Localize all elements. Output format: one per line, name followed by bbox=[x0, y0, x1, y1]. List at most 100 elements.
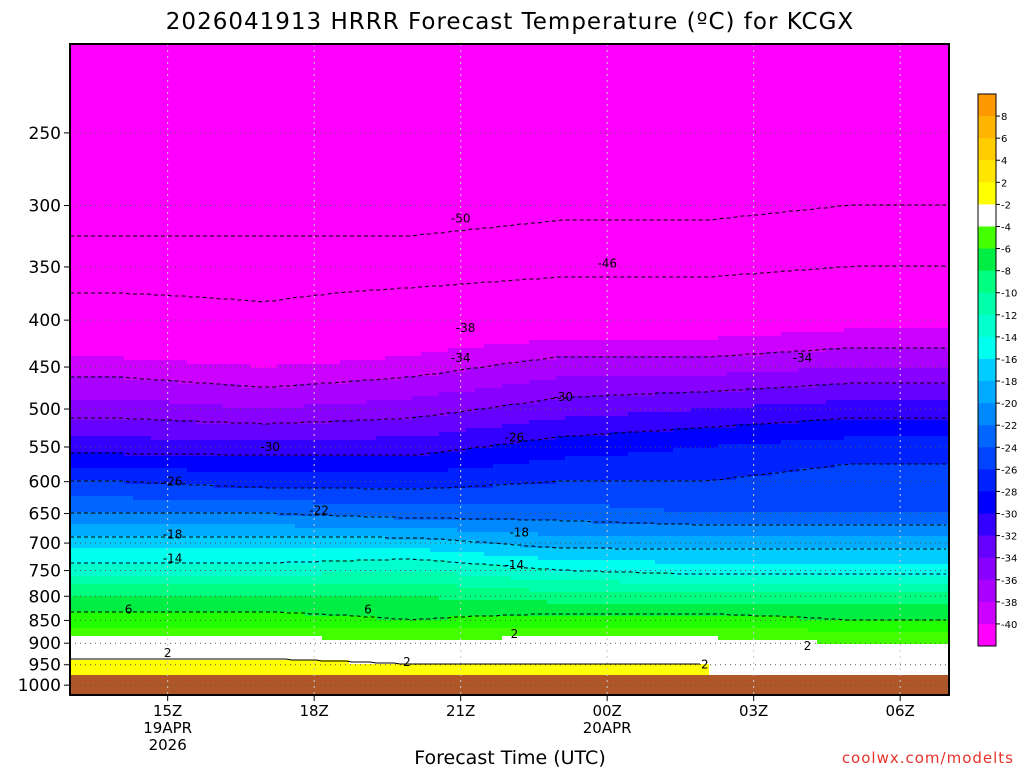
contour-label: 2 bbox=[164, 646, 172, 660]
y-tick-label: 500 bbox=[29, 400, 61, 420]
contour-label: -14 bbox=[163, 552, 183, 566]
contour-lines bbox=[70, 204, 946, 665]
colorbar-swatch bbox=[978, 623, 996, 647]
colorbar-label: -18 bbox=[1001, 377, 1017, 388]
x-tick-label: 18Z bbox=[299, 702, 328, 720]
x-tick-label: 00Z bbox=[592, 702, 621, 720]
colorbar-label: -16 bbox=[1001, 355, 1017, 366]
colorbar-label: -34 bbox=[1001, 554, 1017, 565]
colorbar-swatch bbox=[978, 314, 996, 338]
contour-label: -26 bbox=[163, 475, 183, 489]
contour-label: -46 bbox=[597, 257, 617, 271]
y-tick-label: 950 bbox=[29, 656, 61, 676]
y-tick-label: 600 bbox=[29, 473, 61, 493]
colorbar-label: -28 bbox=[1001, 487, 1017, 498]
contour-label: 6 bbox=[125, 602, 133, 616]
colorbar-swatch bbox=[978, 535, 996, 559]
plot-frame bbox=[69, 43, 950, 696]
contour-label: -50 bbox=[451, 212, 471, 226]
colorbar-label: -6 bbox=[1001, 245, 1011, 256]
x-axis-label: Forecast Time (UTC) bbox=[414, 747, 605, 768]
y-axis: 250 300 350 400 450 500 550 600 650 700 750 800 850 9… bbox=[18, 124, 70, 696]
colorbar-swatch bbox=[978, 116, 996, 139]
y-tick-label: 250 bbox=[29, 124, 61, 144]
contour-label: 2 bbox=[403, 655, 411, 669]
contour-label: 2 bbox=[701, 658, 709, 672]
colorbar-label: 2 bbox=[1001, 178, 1007, 189]
colorbar-label: -32 bbox=[1001, 532, 1017, 543]
x-tick-label: 03Z bbox=[739, 702, 768, 720]
colorbar-swatch bbox=[978, 513, 996, 537]
colorbar-swatch bbox=[978, 182, 996, 205]
colorbar-swatch bbox=[978, 292, 996, 316]
temperature-bands bbox=[70, 44, 949, 695]
colorbar-swatch bbox=[978, 248, 996, 272]
y-tick-label: 900 bbox=[29, 634, 61, 654]
colorbar-swatch bbox=[978, 226, 996, 250]
y-tick-label: 300 bbox=[29, 197, 61, 217]
x-tick-label: 15Z bbox=[153, 702, 182, 720]
x-tick-date: 20APR bbox=[583, 719, 632, 737]
isotherm-line bbox=[70, 611, 946, 621]
contour-label: -18 bbox=[163, 527, 183, 541]
colorbar-label: -12 bbox=[1001, 311, 1017, 322]
colorbar-frame bbox=[977, 93, 997, 647]
y-tick-label: 800 bbox=[29, 587, 61, 607]
grid bbox=[70, 44, 949, 695]
colorbar-swatch bbox=[978, 557, 996, 581]
colorbar-label: -10 bbox=[1001, 289, 1017, 300]
x-tick-year: 2026 bbox=[149, 736, 187, 754]
colorbar-label: -22 bbox=[1001, 421, 1017, 432]
colorbar-swatch bbox=[978, 381, 996, 404]
colorbar-label: -26 bbox=[1001, 465, 1017, 476]
y-tick-label: 450 bbox=[29, 358, 61, 378]
y-tick-label: 850 bbox=[29, 611, 61, 631]
colorbar-label: -30 bbox=[1001, 510, 1017, 521]
colorbar-label: 8 bbox=[1001, 112, 1007, 123]
colorbar-swatch bbox=[978, 403, 996, 426]
colorbar-swatch bbox=[978, 358, 996, 382]
y-tick-label: 1000 bbox=[18, 676, 61, 696]
colorbar-swatch bbox=[978, 469, 996, 492]
x-tick-label: 21Z bbox=[446, 702, 475, 720]
contour-label: -26 bbox=[505, 430, 525, 444]
contour-label: 2 bbox=[511, 627, 519, 641]
colorbar-swatch bbox=[978, 94, 996, 117]
colorbar-label: 6 bbox=[1001, 134, 1007, 145]
contour-label: 6 bbox=[364, 602, 372, 616]
colorbar-label: -38 bbox=[1001, 598, 1017, 609]
contour-label: -38 bbox=[456, 321, 476, 335]
isotherm-line bbox=[70, 658, 700, 665]
colorbar-label: -14 bbox=[1001, 333, 1017, 344]
y-tick-label: 700 bbox=[29, 534, 61, 554]
chart-title: 2026041913 HRRR Forecast Temperature (ºC… bbox=[166, 9, 854, 35]
colorbar-label: -2 bbox=[1001, 200, 1011, 211]
credit-text: coolwx.com/modelts bbox=[842, 749, 1014, 767]
colorbar-swatch bbox=[978, 425, 996, 448]
colorbar-swatch bbox=[978, 138, 996, 161]
colorbar-legend: 8 6 4 2 -2 -4 -6 -8 -10 -12 -14 -16 -18 -20 -22 -24 -26 -… bbox=[977, 93, 1017, 647]
y-tick-label: 550 bbox=[29, 438, 61, 458]
y-tick-label: 400 bbox=[29, 311, 61, 331]
isotherm-line bbox=[70, 512, 946, 526]
y-tick-label: 350 bbox=[29, 258, 61, 278]
contour-label: -34 bbox=[451, 351, 471, 365]
colorbar-label: -24 bbox=[1001, 443, 1017, 454]
colorbar-label: 4 bbox=[1001, 156, 1007, 167]
colorbar-label: -4 bbox=[1001, 222, 1011, 233]
colorbar-label: -20 bbox=[1001, 399, 1017, 410]
colorbar-label: -36 bbox=[1001, 576, 1017, 587]
isotherm-line bbox=[70, 558, 946, 575]
x-tick-date: 19APR bbox=[143, 719, 192, 737]
contour-label: -18 bbox=[509, 526, 529, 540]
colorbar-swatch bbox=[978, 601, 996, 625]
contour-label: -30 bbox=[553, 390, 573, 404]
colorbar-swatch bbox=[978, 491, 996, 515]
colorbar-swatch bbox=[978, 447, 996, 470]
contour-label: -34 bbox=[793, 351, 813, 365]
colorbar-swatch bbox=[978, 204, 996, 227]
colorbar-swatch bbox=[978, 336, 996, 360]
contour-labels: -50 -46 -38 -34 -34 -30 -30 -26 -26 -22 -18 -18 -14 -… bbox=[125, 212, 813, 672]
